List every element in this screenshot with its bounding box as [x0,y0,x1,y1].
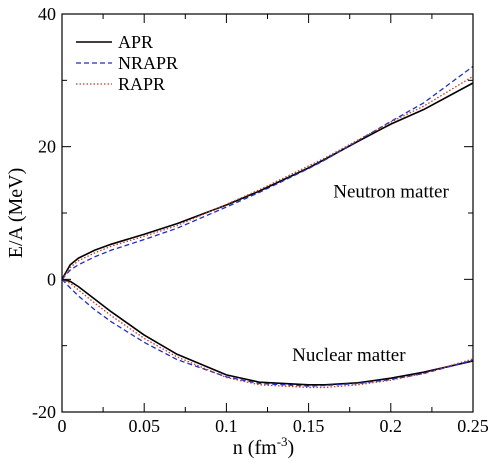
annotation-neutron-matter: Neutron matter [333,182,449,203]
x-tick-label-5: 0.25 [457,416,489,436]
x-tick-label-4: 0.2 [380,416,403,436]
x-tick-label-1: 0.05 [128,416,160,436]
y-tick-label-2: 20 [38,137,56,157]
x-tick-label-2: 0.1 [215,416,238,436]
legend-label-apr: APR [118,32,153,52]
legend-label-nrapr: NRAPR [118,53,178,73]
annotations-layer: Neutron matter Nuclear matter [292,182,449,366]
y-tick-label-1: 0 [47,269,56,289]
legend-item-apr: APR [76,32,153,52]
legend-item-rapr: RAPR [76,74,165,94]
y-tick-label-0: -20 [32,402,56,422]
x-axis-label-close: ) [288,437,295,459]
x-axis-label-main: n (fm [233,437,277,459]
x-tick-label-0: 0 [58,416,67,436]
legend: APR NRAPR RAPR [76,32,178,94]
series-line-nuclear-series-3 [61,278,474,386]
x-axis-label: n (fm-3) [233,434,294,459]
legend-label-rapr: RAPR [118,74,165,94]
x-axis-label-superscript: -3 [277,434,288,449]
ticks-layer [61,13,474,413]
y-tick-label-3: 40 [38,4,56,24]
series-line-nuclear-series-4 [61,278,474,387]
series-line-neutron-nrapr-1 [61,65,474,280]
series-line-neutron-rapr-2 [61,75,474,280]
series-layer [61,65,474,389]
series-line-nuclear-series-5 [61,278,474,389]
y-axis-label: E/A (MeV) [5,168,27,259]
annotation-nuclear-matter: Nuclear matter [292,345,406,366]
legend-item-nrapr: NRAPR [76,53,178,73]
x-tick-label-3: 0.15 [293,416,325,436]
